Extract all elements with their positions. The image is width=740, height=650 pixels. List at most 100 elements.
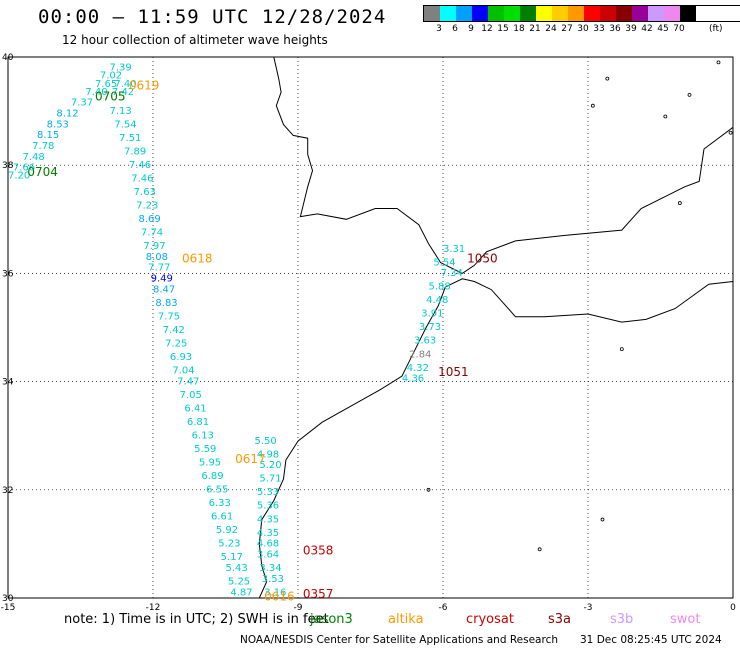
legend-ticks: (ft) 3 6 9 12 15 18 21 24 27 30 33 36 39 42 45 70 [423, 22, 740, 36]
wave-height-label: 5.71 [259, 474, 281, 485]
legend-tick-label: 42 [641, 24, 653, 34]
wave-height-label: 6.89 [201, 471, 223, 482]
lat-tick-label: 34 [2, 378, 14, 388]
footer-note: note: 1) Time is in UTC; 2) SWH is in fe… [64, 612, 329, 627]
coastline [677, 201, 682, 205]
wave-height-label: 8.69 [139, 214, 161, 225]
wave-height-label: 5.92 [216, 525, 238, 536]
wave-height-label: 5.23 [218, 539, 240, 550]
wave-height-label: 3.91 [421, 309, 443, 320]
wave-height-label: 3.34 [259, 563, 281, 574]
page-title: 00:00 – 11:59 UTC 12/28/2024 [38, 6, 387, 28]
wave-height-label: 7.46 [131, 173, 153, 184]
coastline [537, 547, 542, 552]
wave-height-label: 5.59 [194, 444, 216, 455]
wave-height-label: 6.33 [209, 498, 231, 509]
pass-time-label: 0616 [264, 590, 295, 604]
wave-height-label: 7.65 [95, 79, 117, 90]
wave-height-label: 5.88 [429, 282, 451, 293]
wave-height-label: 7.51 [119, 133, 141, 144]
legend-swatch [568, 6, 584, 21]
pass-time-label: 0704 [27, 165, 58, 179]
wave-height-label: 7.66 [13, 163, 35, 174]
wave-height-label: 3.16 [264, 587, 286, 598]
wave-height-label: 7.47 [177, 376, 199, 387]
pass-time-label: 1050 [467, 252, 498, 266]
lat-tick-label: 30 [2, 594, 14, 604]
legend-swatch [472, 6, 488, 21]
wave-height-label: 5.36 [257, 501, 279, 512]
legend-tick-label: 70 [673, 24, 685, 34]
wave-height-label: 7.05 [180, 390, 202, 401]
legend-swatch [552, 6, 568, 21]
wave-height-label: 7.54 [114, 119, 136, 130]
wave-height-label: 6.41 [184, 403, 206, 414]
wave-height-label: 4.35 [257, 514, 279, 525]
wave-height-label: 5.95 [199, 457, 221, 468]
wave-height-label: 5.54 [433, 257, 455, 268]
legend-swatch [600, 6, 616, 21]
wave-height-label: 5.25 [228, 576, 250, 587]
wave-height-label: 9.49 [151, 274, 173, 285]
wave-height-label: 2.84 [409, 349, 431, 360]
wave-height-label: 3.73 [419, 322, 441, 333]
coastline [590, 103, 595, 108]
credit-line: NOAA/NESDIS Center for Satellite Applica… [240, 634, 558, 646]
coastline [605, 76, 610, 81]
wave-height-label: 4.36 [402, 374, 424, 385]
satellite-name: altika [388, 612, 424, 627]
wave-height-label: 7.74 [141, 228, 163, 239]
legend-swatch [520, 6, 536, 21]
legend-tick-label: 30 [577, 24, 589, 34]
wave-height-label: 6.93 [170, 352, 192, 363]
legend-tick-label: 15 [497, 24, 509, 34]
wave-height-label: 6.81 [187, 417, 209, 428]
wave-height-label: 3.31 [443, 244, 465, 255]
lon-tick-label: -9 [294, 603, 303, 613]
legend-tick-label: 6 [452, 24, 458, 34]
wave-height-label: 7.20 [8, 171, 30, 182]
coastline [258, 286, 446, 599]
legend-swatch [536, 6, 552, 21]
satellite-name: swot [670, 612, 701, 627]
coastline [619, 347, 624, 352]
legend-tick-label: 39 [625, 24, 637, 34]
lat-tick-label: 36 [2, 269, 14, 279]
wave-height-label: 5.33 [257, 487, 279, 498]
wave-height-label: 8.08 [146, 252, 168, 263]
wave-height-label: 7.40 [114, 79, 136, 90]
wave-height-label: 3.53 [262, 574, 284, 585]
legend-tick-label: 24 [545, 24, 557, 34]
wave-height-label: 7.37 [71, 98, 93, 109]
wave-height-label: 4.35 [257, 528, 279, 539]
wave-height-label: 7.40 [85, 87, 107, 98]
wave-height-label: 7.39 [110, 63, 132, 74]
legend-tick-label: 45 [657, 24, 669, 34]
satellite-name: s3b [610, 612, 634, 627]
wave-height-label: 8.53 [47, 119, 69, 130]
lon-tick-label: -12 [146, 603, 161, 613]
wave-height-label: 6.13 [192, 430, 214, 441]
legend-tick-label: 18 [513, 24, 525, 34]
wave-height-label: 3.63 [414, 336, 436, 347]
legend-swatch [680, 6, 696, 21]
legend-unit: (ft) [709, 24, 723, 34]
legend-swatch [440, 6, 456, 21]
legend-tick-label: 27 [561, 24, 573, 34]
wave-height-label: 8.12 [56, 109, 78, 120]
wave-height-label: 7.42 [112, 87, 134, 98]
lon-tick-label: -3 [584, 603, 593, 613]
legend-swatch [584, 6, 600, 21]
page-subtitle: 12 hour collection of altimeter wave hei… [62, 33, 328, 47]
wave-height-label: 7.63 [134, 187, 156, 198]
wave-height-label: 7.42 [163, 325, 185, 336]
pass-time-label: 0618 [182, 252, 213, 266]
legend-swatch [488, 6, 504, 21]
wave-height-label: 6.55 [206, 485, 228, 496]
wave-height-label: 4.32 [407, 363, 429, 374]
wave-height-label: 8.83 [155, 298, 177, 309]
coastline [445, 278, 734, 323]
lon-tick-label: 0 [730, 603, 736, 613]
wave-height-label: 6.61 [211, 512, 233, 523]
wave-height-label: 5.20 [259, 460, 281, 471]
